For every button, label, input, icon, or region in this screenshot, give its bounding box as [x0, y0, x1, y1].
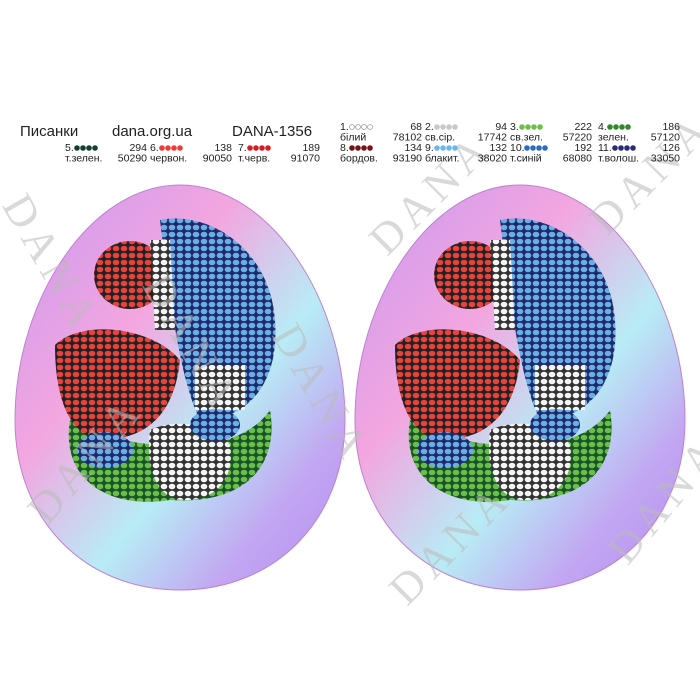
- bead-swatch: [440, 145, 446, 151]
- bead-swatch: [613, 124, 619, 130]
- bead-swatch: [619, 124, 625, 130]
- bead-swatch: [355, 124, 361, 130]
- bead-swatch: [349, 124, 355, 130]
- legend-code: 38020: [478, 152, 507, 164]
- bead-swatch: [171, 145, 177, 151]
- legend-number: 7.: [238, 142, 247, 154]
- legend-count: 94: [495, 121, 507, 133]
- legend-name: червон.: [150, 152, 187, 164]
- legend-count: 132: [489, 142, 507, 154]
- legend-number: 11.: [598, 142, 612, 154]
- bead-swatch: [80, 145, 86, 151]
- bead-swatch: [624, 145, 630, 151]
- pattern-code: DANA-1356: [232, 123, 312, 140]
- bead-swatch: [177, 145, 183, 151]
- legend-code: 68080: [563, 152, 592, 164]
- legend-count: 134: [404, 142, 422, 154]
- legend-count: 192: [574, 142, 592, 154]
- bead-swatch: [531, 124, 537, 130]
- title: Писанки: [20, 123, 78, 140]
- legend-count: 186: [662, 121, 680, 133]
- bead-swatch: [618, 145, 624, 151]
- legend-count: 126: [662, 142, 680, 154]
- bead-swatch: [361, 124, 367, 130]
- legend-number: 9.: [425, 142, 434, 154]
- bead-swatch: [452, 145, 458, 151]
- bead-swatch: [524, 145, 530, 151]
- bead-swatch: [367, 124, 373, 130]
- legend-name: блакит.: [425, 152, 460, 164]
- legend-code: 57120: [651, 131, 680, 143]
- legend-number: 10.: [510, 142, 525, 154]
- bead-swatch: [355, 145, 361, 151]
- bead-swatch: [607, 124, 613, 130]
- legend-number: 2.: [425, 121, 434, 133]
- bead-swatch: [446, 145, 452, 151]
- legend-code: 57220: [563, 131, 592, 143]
- legend-name: т.черв.: [238, 152, 270, 164]
- legend-name: бордов.: [340, 152, 378, 164]
- bead-swatch: [165, 145, 171, 151]
- legend-count: 222: [574, 121, 592, 133]
- legend-name: зелен.: [598, 131, 629, 143]
- legend-count: 294: [129, 142, 147, 154]
- legend-name: т.зелен.: [65, 152, 102, 164]
- bead-swatch: [452, 124, 458, 130]
- legend-code: 93190: [393, 152, 422, 164]
- legend-number: 1.: [340, 121, 349, 133]
- bead-swatch: [159, 145, 165, 151]
- legend-count: 68: [410, 121, 422, 133]
- legend-code: 78102: [393, 131, 422, 143]
- bead-swatch: [530, 145, 536, 151]
- legend-code: 33050: [651, 152, 680, 164]
- bead-swatch: [446, 124, 452, 130]
- legend-number: 5.: [65, 142, 74, 154]
- bead-swatch: [253, 145, 259, 151]
- site: dana.org.ua: [112, 123, 193, 140]
- legend-number: 6.: [150, 142, 159, 154]
- bead-swatch: [542, 145, 548, 151]
- bead-swatch: [367, 145, 373, 151]
- bead-swatch: [537, 124, 543, 130]
- legend-name: т.синій: [510, 152, 542, 164]
- bead-swatch: [247, 145, 253, 151]
- legend-count: 189: [302, 142, 320, 154]
- legend-count: 138: [214, 142, 232, 154]
- legend-name: т.волош.: [598, 152, 639, 164]
- bead-swatch: [86, 145, 92, 151]
- bead-swatch: [519, 124, 525, 130]
- bead-swatch: [536, 145, 542, 151]
- bead-swatch: [265, 145, 271, 151]
- legend-name: св.сір.: [425, 131, 455, 143]
- legend-number: 3.: [510, 121, 519, 133]
- bead-swatch: [361, 145, 367, 151]
- legend-number: 8.: [340, 142, 349, 154]
- bead-swatch: [630, 145, 636, 151]
- legend-name: св.зел.: [510, 131, 543, 143]
- legend-code: 91070: [291, 152, 320, 164]
- bead-swatch: [525, 124, 531, 130]
- legend-number: 4.: [598, 121, 607, 133]
- bead-swatch: [74, 145, 80, 151]
- legend-code: 90050: [203, 152, 232, 164]
- bead-swatch: [434, 124, 440, 130]
- legend-code: 50290: [118, 152, 147, 164]
- bead-swatch: [625, 124, 631, 130]
- bead-swatch: [349, 145, 355, 151]
- bead-swatch: [92, 145, 98, 151]
- bead-swatch: [612, 145, 618, 151]
- bead-swatch: [434, 145, 440, 151]
- legend-code: 17742: [478, 131, 507, 143]
- legend-name: білий: [340, 131, 366, 143]
- bead-swatch: [259, 145, 265, 151]
- bead-swatch: [440, 124, 446, 130]
